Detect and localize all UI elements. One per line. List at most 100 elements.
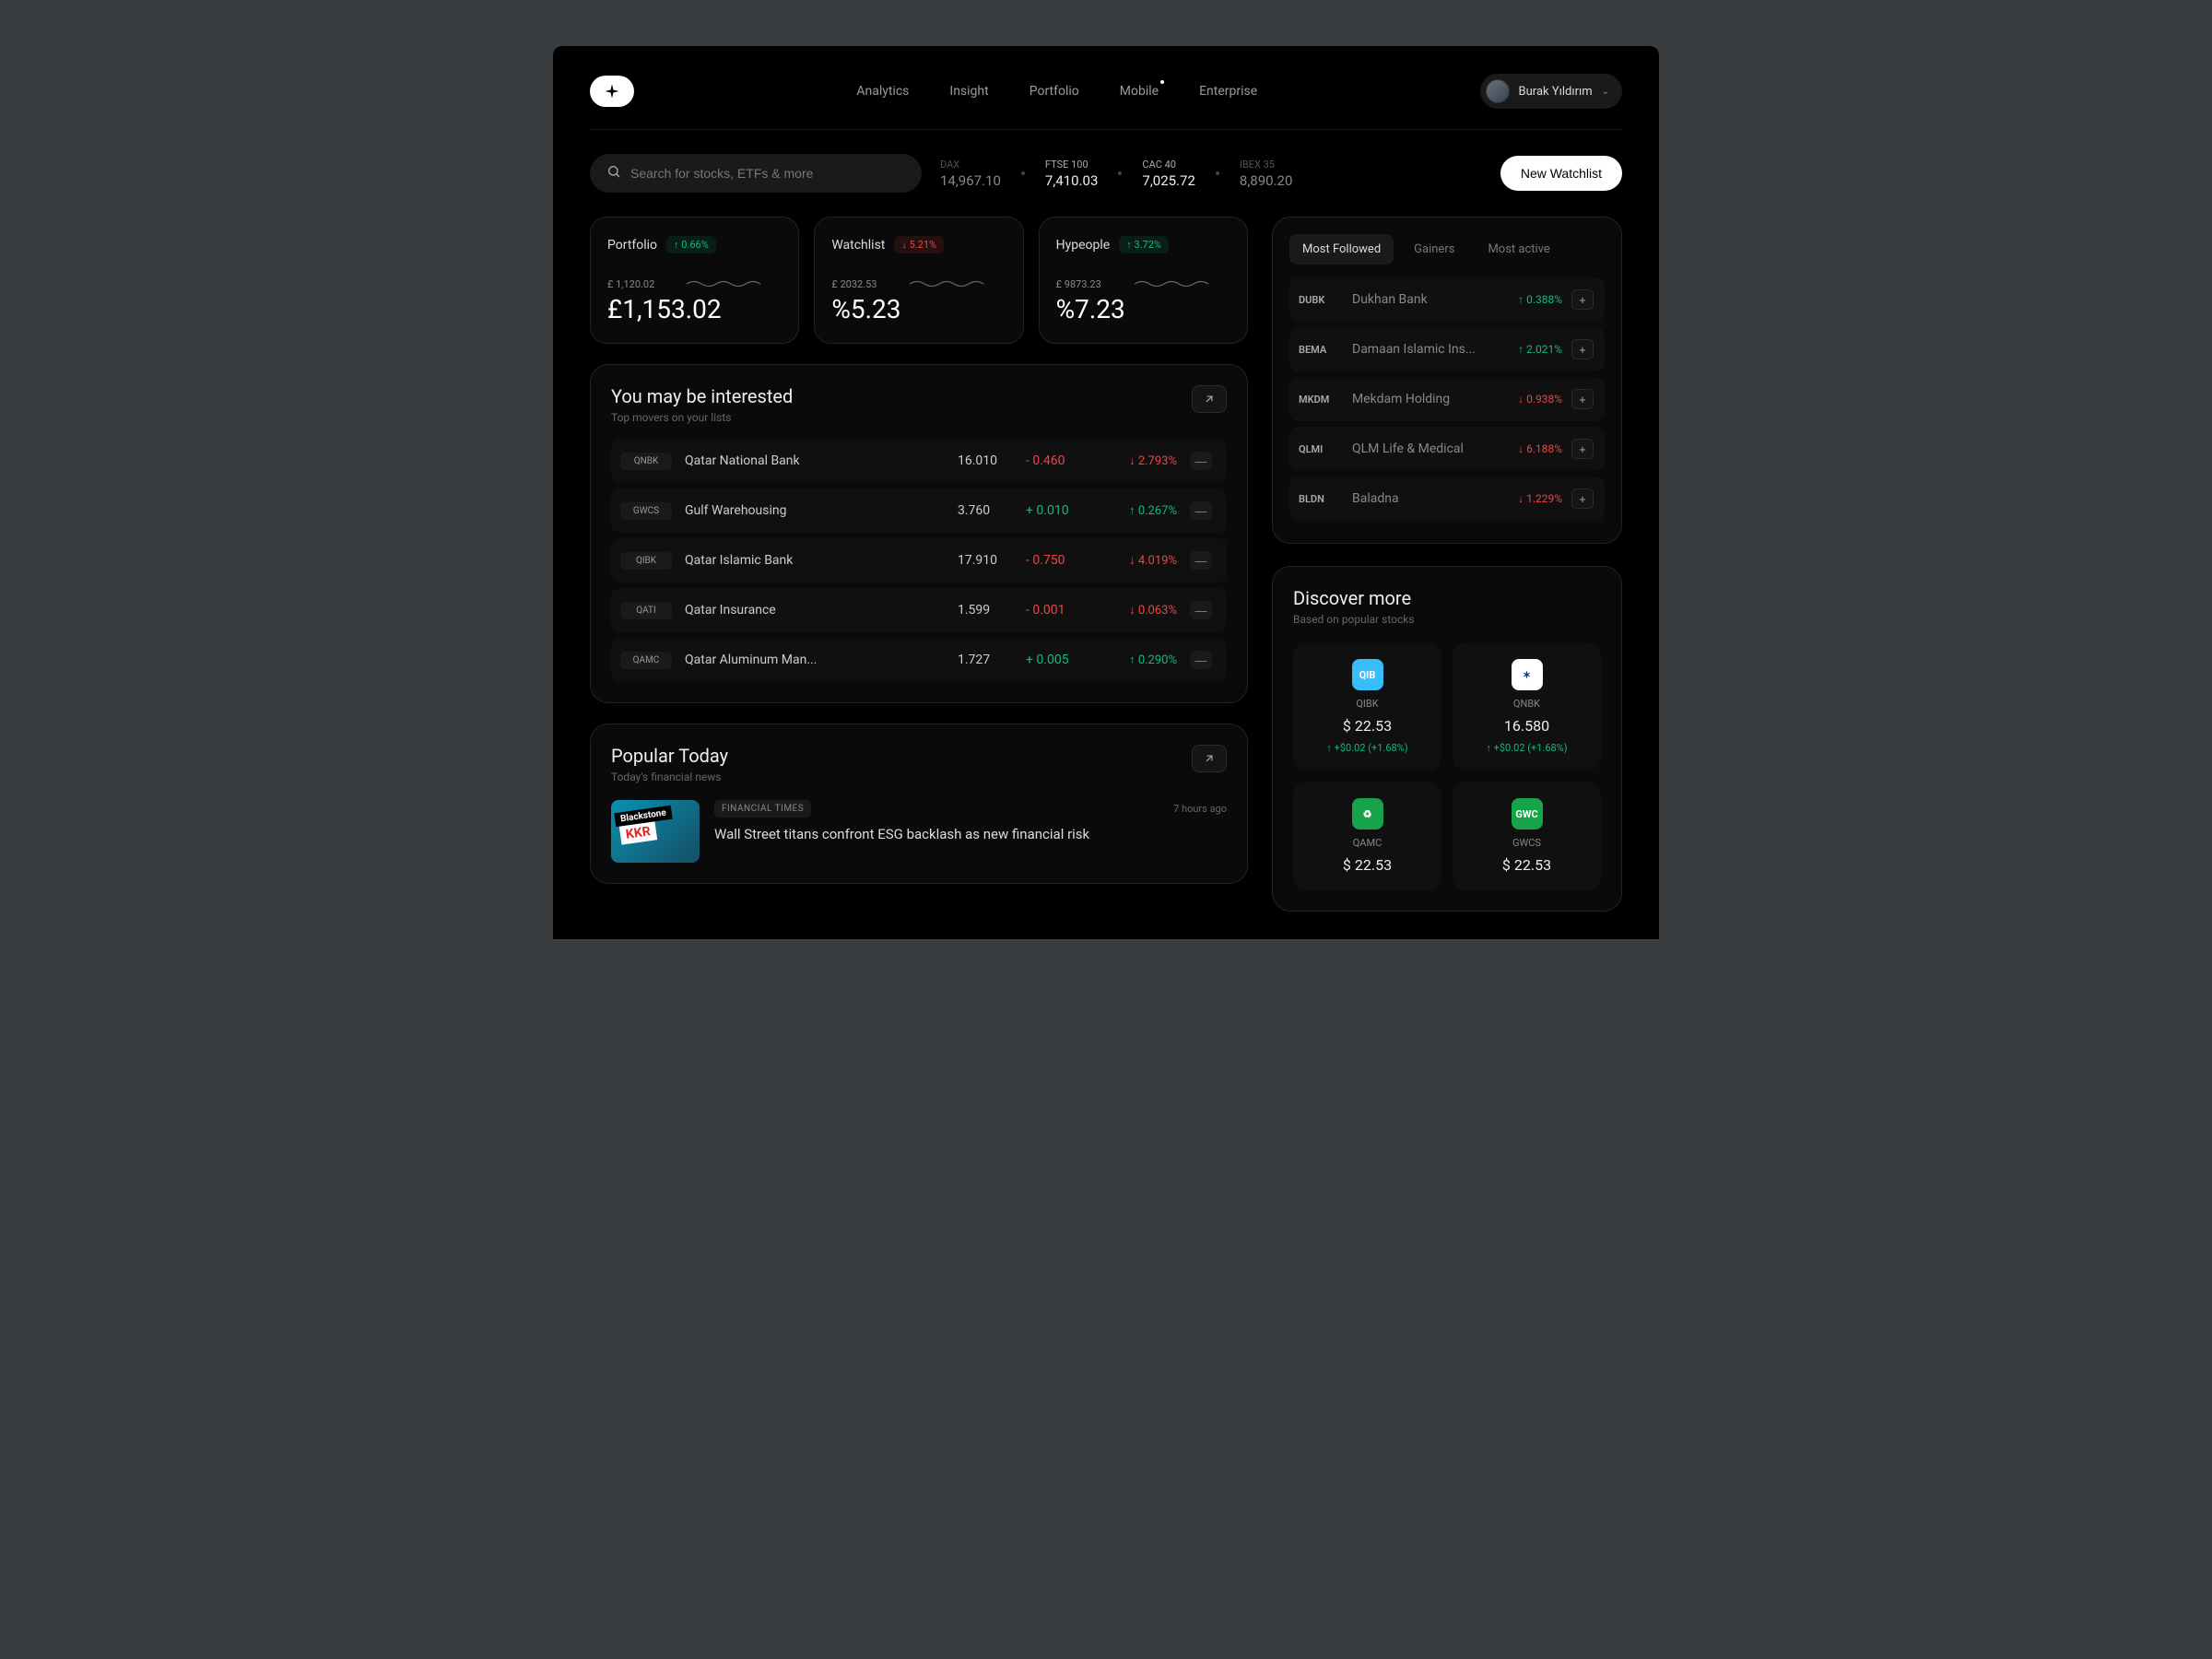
ticker-pill: QIBK xyxy=(620,552,672,570)
search-icon xyxy=(606,164,621,182)
change-badge: ↑ 0.66% xyxy=(666,236,716,253)
stat-small-value: £ 2032.53 xyxy=(831,278,877,290)
stock-row[interactable]: QATIQatar Insurance1.599- 0.001↓ 0.063%— xyxy=(611,588,1227,632)
stat-card-hypeople[interactable]: Hypeople↑ 3.72%£ 9873.23%7.23 xyxy=(1039,217,1248,344)
follow-percent: ↓ 6.188% xyxy=(1498,442,1562,455)
change-badge: ↓ 5.21% xyxy=(894,236,944,253)
nav-item-mobile[interactable]: Mobile xyxy=(1120,84,1159,99)
stock-delta: - 0.750 xyxy=(1026,553,1090,568)
ticker-separator xyxy=(1021,171,1025,175)
index-cac-40[interactable]: CAC 407,025.72 xyxy=(1142,159,1195,189)
add-button[interactable]: + xyxy=(1571,389,1594,409)
follow-row[interactable]: BLDNBaladna↓ 1.229%+ xyxy=(1289,477,1605,521)
ticker-pill: QAMC xyxy=(620,652,672,669)
nav-item-analytics[interactable]: Analytics xyxy=(856,84,909,99)
nav-item-portfolio[interactable]: Portfolio xyxy=(1030,84,1079,99)
stock-price: 1.599 xyxy=(958,603,1013,618)
discover-change: ↑ +$0.02 (+1.68%) xyxy=(1486,742,1567,754)
interested-panel: You may be interested Top movers on your… xyxy=(590,364,1248,703)
follow-ticker: BLDN xyxy=(1299,493,1343,505)
search-box[interactable] xyxy=(590,154,922,193)
stock-price: 17.910 xyxy=(958,553,1013,568)
stock-row[interactable]: GWCSGulf Warehousing3.760+ 0.010↑ 0.267%… xyxy=(611,488,1227,533)
stat-title: Hypeople xyxy=(1056,238,1111,253)
stat-title: Watchlist xyxy=(831,238,885,253)
discover-ticker: GWCS xyxy=(1512,837,1541,849)
add-button[interactable]: + xyxy=(1571,339,1594,359)
stat-title: Portfolio xyxy=(607,238,657,253)
follow-percent: ↑ 2.021% xyxy=(1498,343,1562,356)
tab-most-active[interactable]: Most active xyxy=(1475,234,1562,265)
discover-title: Discover more xyxy=(1293,587,1601,609)
sparkline-icon xyxy=(665,277,782,290)
add-button[interactable]: + xyxy=(1571,439,1594,459)
stock-name: Qatar Insurance xyxy=(685,603,945,618)
news-article[interactable]: Blackstone KKR FINANCIAL TIMES 7 hours a… xyxy=(611,800,1227,863)
nav-item-enterprise[interactable]: Enterprise xyxy=(1199,84,1257,99)
logo[interactable] xyxy=(590,76,634,107)
follow-row[interactable]: DUBKDukhan Bank↑ 0.388%+ xyxy=(1289,277,1605,322)
index-ftse-100[interactable]: FTSE 1007,410.03 xyxy=(1045,159,1099,189)
discover-ticker: QNBK xyxy=(1513,698,1540,710)
stock-price: 16.010 xyxy=(958,453,1013,468)
remove-button[interactable]: — xyxy=(1190,651,1212,669)
follow-row[interactable]: MKDMMekdam Holding↓ 0.938%+ xyxy=(1289,377,1605,421)
user-name: Burak Yıldırım xyxy=(1519,85,1593,99)
stat-small-value: £ 1,120.02 xyxy=(607,278,654,290)
stock-name: Qatar Islamic Bank xyxy=(685,553,945,568)
new-watchlist-button[interactable]: New Watchlist xyxy=(1500,156,1622,191)
main-grid: Portfolio ↑ 0.66% £ 1,120.02 £1,153.02 Watch… xyxy=(590,217,1622,912)
sparkline-icon xyxy=(1112,277,1230,290)
ticker-pill: QATI xyxy=(620,602,672,619)
stock-percent: ↑ 0.290% xyxy=(1103,653,1177,667)
stock-delta: + 0.010 xyxy=(1026,503,1090,518)
tab-gainers[interactable]: Gainers xyxy=(1401,234,1467,265)
nav-item-insight[interactable]: Insight xyxy=(949,84,988,99)
stock-price: 1.727 xyxy=(958,653,1013,667)
stock-name: Gulf Warehousing xyxy=(685,503,945,518)
ticker-pill: GWCS xyxy=(620,502,672,520)
discover-card[interactable]: GWCGWCS$ 22.53 xyxy=(1453,782,1601,890)
stat-card-watchlist[interactable]: Watchlist ↓ 5.21% £ 2032.53 %5.23 xyxy=(814,217,1023,344)
search-input[interactable] xyxy=(630,166,905,181)
sparkle-icon xyxy=(604,83,620,100)
ticker-separator xyxy=(1216,171,1219,175)
stat-cards: Portfolio ↑ 0.66% £ 1,120.02 £1,153.02 Watch… xyxy=(590,217,1248,344)
ticker-pill: QNBK xyxy=(620,453,672,470)
stock-delta: - 0.460 xyxy=(1026,453,1090,468)
stock-row[interactable]: QNBKQatar National Bank16.010- 0.460↓ 2.… xyxy=(611,439,1227,483)
expand-interested-button[interactable] xyxy=(1192,385,1227,413)
discover-card[interactable]: ♻QAMC$ 22.53 xyxy=(1293,782,1441,890)
index-ibex-35[interactable]: IBEX 358,890.20 xyxy=(1240,159,1293,189)
ticker-separator xyxy=(1118,171,1122,175)
left-column: Portfolio ↑ 0.66% £ 1,120.02 £1,153.02 Watch… xyxy=(590,217,1248,912)
follow-ticker: BEMA xyxy=(1299,344,1343,356)
stock-delta: - 0.001 xyxy=(1026,603,1090,618)
stat-big-value: £1,153.02 xyxy=(607,294,782,324)
stock-logo-icon: ♻ xyxy=(1352,798,1383,830)
discover-card[interactable]: QIBQIBK$ 22.53↑ +$0.02 (+1.68%) xyxy=(1293,642,1441,771)
stock-row[interactable]: QIBKQatar Islamic Bank17.910- 0.750↓ 4.0… xyxy=(611,538,1227,582)
app-root: Analytics Insight Portfolio Mobile Enterpris… xyxy=(553,46,1659,939)
remove-button[interactable]: — xyxy=(1190,601,1212,619)
discover-card[interactable]: ✶QNBK16.580↑ +$0.02 (+1.68%) xyxy=(1453,642,1601,771)
follow-row[interactable]: BEMADamaan Islamic Ins...↑ 2.021%+ xyxy=(1289,327,1605,371)
remove-button[interactable]: — xyxy=(1190,452,1212,470)
stock-row[interactable]: QAMCQatar Aluminum Man...1.727+ 0.005↑ 0… xyxy=(611,638,1227,682)
expand-popular-button[interactable] xyxy=(1192,745,1227,772)
follow-row[interactable]: QLMIQLM Life & Medical↓ 6.188%+ xyxy=(1289,427,1605,471)
stock-percent: ↑ 0.267% xyxy=(1103,503,1177,518)
stat-small-value: £ 9873.23 xyxy=(1056,278,1101,290)
remove-button[interactable]: — xyxy=(1190,501,1212,520)
tab-most-followed[interactable]: Most Followed xyxy=(1289,234,1394,265)
chevron-down-icon: ⌄ xyxy=(1602,87,1609,97)
stat-card-portfolio[interactable]: Portfolio ↑ 0.66% £ 1,120.02 £1,153.02 xyxy=(590,217,799,344)
arrow-up-right-icon xyxy=(1203,393,1216,406)
stat-big-value: %5.23 xyxy=(831,294,1006,324)
add-button[interactable]: + xyxy=(1571,289,1594,310)
remove-button[interactable]: — xyxy=(1190,551,1212,570)
add-button[interactable]: + xyxy=(1571,488,1594,509)
discover-price: $ 22.53 xyxy=(1343,717,1392,735)
user-menu[interactable]: Burak Yıldırım ⌄ xyxy=(1480,74,1622,109)
index-dax[interactable]: DAX14,967.10 xyxy=(940,159,1001,189)
